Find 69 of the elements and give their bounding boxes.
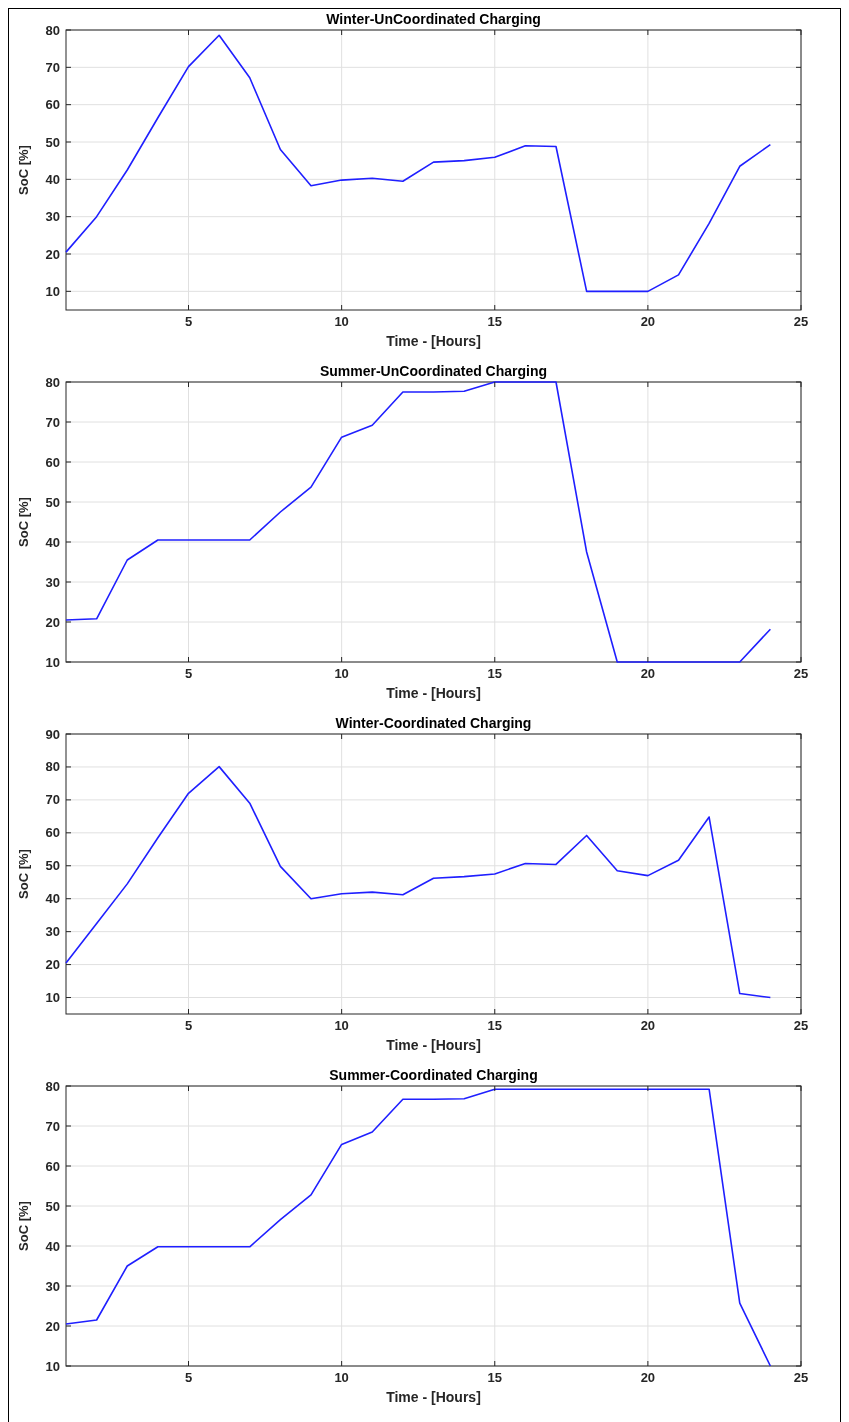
y-tick-label: 10 [45,990,60,1006]
line-series [65,381,772,663]
x-tick-label: 25 [793,1018,809,1033]
y-tick-label: 80 [45,22,60,38]
line-series [65,1088,772,1367]
y-tick-label: 70 [45,792,60,808]
x-tick-label: 5 [184,314,193,329]
y-tick-label: 80 [45,1078,60,1094]
y-tick-label: 10 [45,283,60,299]
x-tick-label: 10 [334,666,349,681]
x-tick-label: 25 [793,314,809,329]
y-tick-label: 80 [45,759,60,775]
y-tick-label: 40 [45,891,60,907]
y-tick-label: 50 [45,494,60,510]
x-tick-label: 10 [334,314,349,329]
x-tick-label: 20 [640,314,656,329]
x-tick-label: 15 [487,666,502,681]
x-tick-label: 20 [640,1018,656,1033]
x-tick-label: 5 [184,1370,193,1385]
x-axis-title: Time - [Hours] [386,1389,481,1405]
y-tick-label: 60 [45,454,60,470]
y-tick-label: 50 [45,134,60,150]
y-tick-label: 10 [45,654,60,670]
x-tick-label: 25 [793,1370,809,1385]
x-tick-label: 10 [334,1018,349,1033]
y-tick-label: 40 [45,171,60,187]
y-tick-label: 20 [45,1318,60,1334]
x-tick-label: 5 [184,666,193,681]
y-tick-label: 70 [45,59,60,75]
y-axis-title: SoC [%] [16,497,31,547]
chart-title: Winter-Coordinated Charging [335,715,532,731]
x-tick-label: 15 [487,1018,502,1033]
chart-title: Winter-UnCoordinated Charging [326,11,541,27]
y-tick-label: 20 [45,957,60,973]
y-tick-label: 90 [45,726,60,742]
y-tick-label: 30 [45,209,60,225]
y-axis-title: SoC [%] [16,1201,31,1251]
x-axis-title: Time - [Hours] [386,333,481,349]
x-tick-label: 15 [487,314,502,329]
y-tick-label: 50 [45,858,60,874]
y-tick-label: 30 [45,574,60,590]
y-axis-title: SoC [%] [16,849,31,899]
y-tick-label: 30 [45,1278,60,1294]
x-tick-label: 20 [640,666,656,681]
line-series [65,765,772,999]
y-tick-label: 60 [45,1158,60,1174]
x-tick-label: 15 [487,1370,502,1385]
x-tick-label: 20 [640,1370,656,1385]
x-axis-title: Time - [Hours] [386,1037,481,1053]
y-tick-label: 40 [45,1238,60,1254]
x-tick-label: 25 [793,666,809,681]
y-tick-label: 60 [45,825,60,841]
y-tick-label: 30 [45,924,60,940]
y-tick-label: 10 [45,1358,60,1374]
y-axis-title: SoC [%] [16,145,31,195]
y-tick-label: 50 [45,1198,60,1214]
y-tick-label: 20 [45,614,60,630]
y-tick-label: 70 [45,414,60,430]
y-tick-label: 80 [45,374,60,390]
y-tick-label: 40 [45,534,60,550]
x-tick-label: 10 [334,1370,349,1385]
line-series [65,34,772,293]
chart-title: Summer-Coordinated Charging [329,1067,538,1083]
y-tick-label: 20 [45,246,60,262]
y-tick-label: 60 [45,97,60,113]
x-tick-label: 5 [184,1018,193,1033]
y-tick-label: 70 [45,1118,60,1134]
chart-title: Summer-UnCoordinated Charging [319,363,548,379]
x-axis-title: Time - [Hours] [386,685,481,701]
